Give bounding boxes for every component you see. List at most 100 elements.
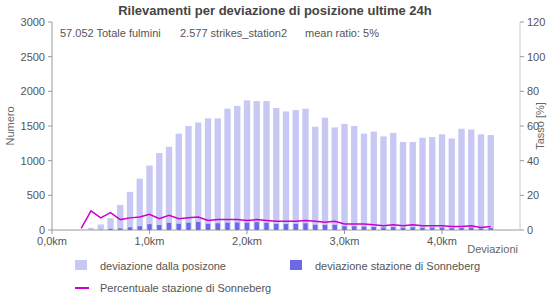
bar xyxy=(157,225,161,230)
x-label: Deviazioni xyxy=(467,243,518,255)
bar xyxy=(52,230,54,231)
y-tick-label: 500 xyxy=(27,189,45,201)
bar xyxy=(176,134,182,230)
bar xyxy=(294,224,298,230)
bar xyxy=(352,226,356,230)
bar xyxy=(263,101,269,230)
bar xyxy=(313,225,317,230)
y-tick xyxy=(48,56,52,57)
x-tick xyxy=(52,230,53,234)
bar xyxy=(195,123,201,230)
bar xyxy=(371,132,377,230)
y-label: Numero xyxy=(4,106,16,145)
y2-tick xyxy=(520,91,524,92)
y2-tick-label: 100 xyxy=(527,51,545,63)
y-tick xyxy=(48,160,52,161)
bar xyxy=(381,228,385,230)
y-tick xyxy=(48,126,52,127)
legend-swatch xyxy=(290,260,302,270)
bar xyxy=(215,118,221,230)
y2-tick xyxy=(520,195,524,196)
bar xyxy=(274,224,278,230)
bar xyxy=(361,134,367,230)
bar xyxy=(118,228,122,230)
bar xyxy=(79,230,83,231)
bar xyxy=(264,223,268,230)
bar xyxy=(146,166,152,230)
bar xyxy=(245,223,249,230)
bar xyxy=(205,118,211,230)
bar xyxy=(127,192,133,230)
bar xyxy=(303,223,307,230)
bar xyxy=(293,110,299,230)
bar xyxy=(332,127,338,230)
bar xyxy=(196,222,200,230)
bar xyxy=(372,227,376,230)
y2-tick xyxy=(520,56,524,57)
bar xyxy=(107,218,113,230)
chart: Rilevamenti per deviazione di posizione … xyxy=(0,0,550,300)
bar xyxy=(351,126,357,230)
y2-tick xyxy=(520,22,524,23)
x-tick-label: 4,0km xyxy=(427,235,457,247)
bar xyxy=(401,228,405,230)
bar xyxy=(478,134,484,230)
legend-label: deviazione dalla posizone xyxy=(100,260,226,272)
y-tick xyxy=(48,91,52,92)
bar xyxy=(137,179,143,230)
plot-data xyxy=(68,100,494,230)
bar xyxy=(235,223,239,230)
y2-tick xyxy=(520,126,524,127)
bar xyxy=(128,227,132,230)
line xyxy=(81,211,491,228)
x-tick xyxy=(247,230,248,234)
bar xyxy=(224,109,230,230)
bar xyxy=(410,142,416,230)
bar xyxy=(439,134,445,230)
y-tick xyxy=(48,195,52,196)
annotation: mean ratio: 5% xyxy=(305,27,379,39)
bar xyxy=(489,228,493,230)
bar xyxy=(138,226,142,230)
bar xyxy=(108,229,112,230)
y-tick xyxy=(48,230,52,231)
bar xyxy=(333,225,337,230)
y2-tick-label: 20 xyxy=(527,189,539,201)
annotation: 2.577 strikes_station2 xyxy=(180,27,287,39)
bar xyxy=(88,228,94,230)
bar xyxy=(59,230,65,231)
bar xyxy=(186,223,190,230)
bar xyxy=(284,224,288,230)
y2-tick xyxy=(520,160,524,161)
bar xyxy=(98,224,104,230)
y2-tick-label: 120 xyxy=(527,16,545,28)
bar xyxy=(419,138,425,230)
bar xyxy=(177,224,181,230)
bar xyxy=(459,228,463,230)
x-tick-label: 1,0km xyxy=(135,235,165,247)
y-tick-label: 2500 xyxy=(21,51,45,63)
bar xyxy=(52,230,55,231)
bar xyxy=(342,226,346,230)
bar xyxy=(273,108,279,230)
legend-label: Percentuale stazione di Sonneberg xyxy=(100,282,271,294)
title: Rilevamenti per deviazione di posizione … xyxy=(118,3,432,18)
bar xyxy=(225,223,229,230)
bar xyxy=(430,228,434,230)
bar xyxy=(68,229,74,230)
y2-tick xyxy=(520,230,524,231)
bar xyxy=(429,137,435,230)
bar xyxy=(185,126,191,230)
bar xyxy=(99,229,103,230)
bar xyxy=(469,228,473,230)
y-tick-label: 1500 xyxy=(21,120,45,132)
bar xyxy=(323,225,327,230)
bar xyxy=(362,227,366,230)
bar xyxy=(479,229,483,230)
y2-tick-label: 0 xyxy=(527,224,533,236)
bar xyxy=(69,230,73,231)
bar xyxy=(78,229,84,230)
legend-label: deviazione stazione di Sonneberg xyxy=(315,260,480,272)
x-tick xyxy=(344,230,345,234)
y-tick-label: 2000 xyxy=(21,85,45,97)
